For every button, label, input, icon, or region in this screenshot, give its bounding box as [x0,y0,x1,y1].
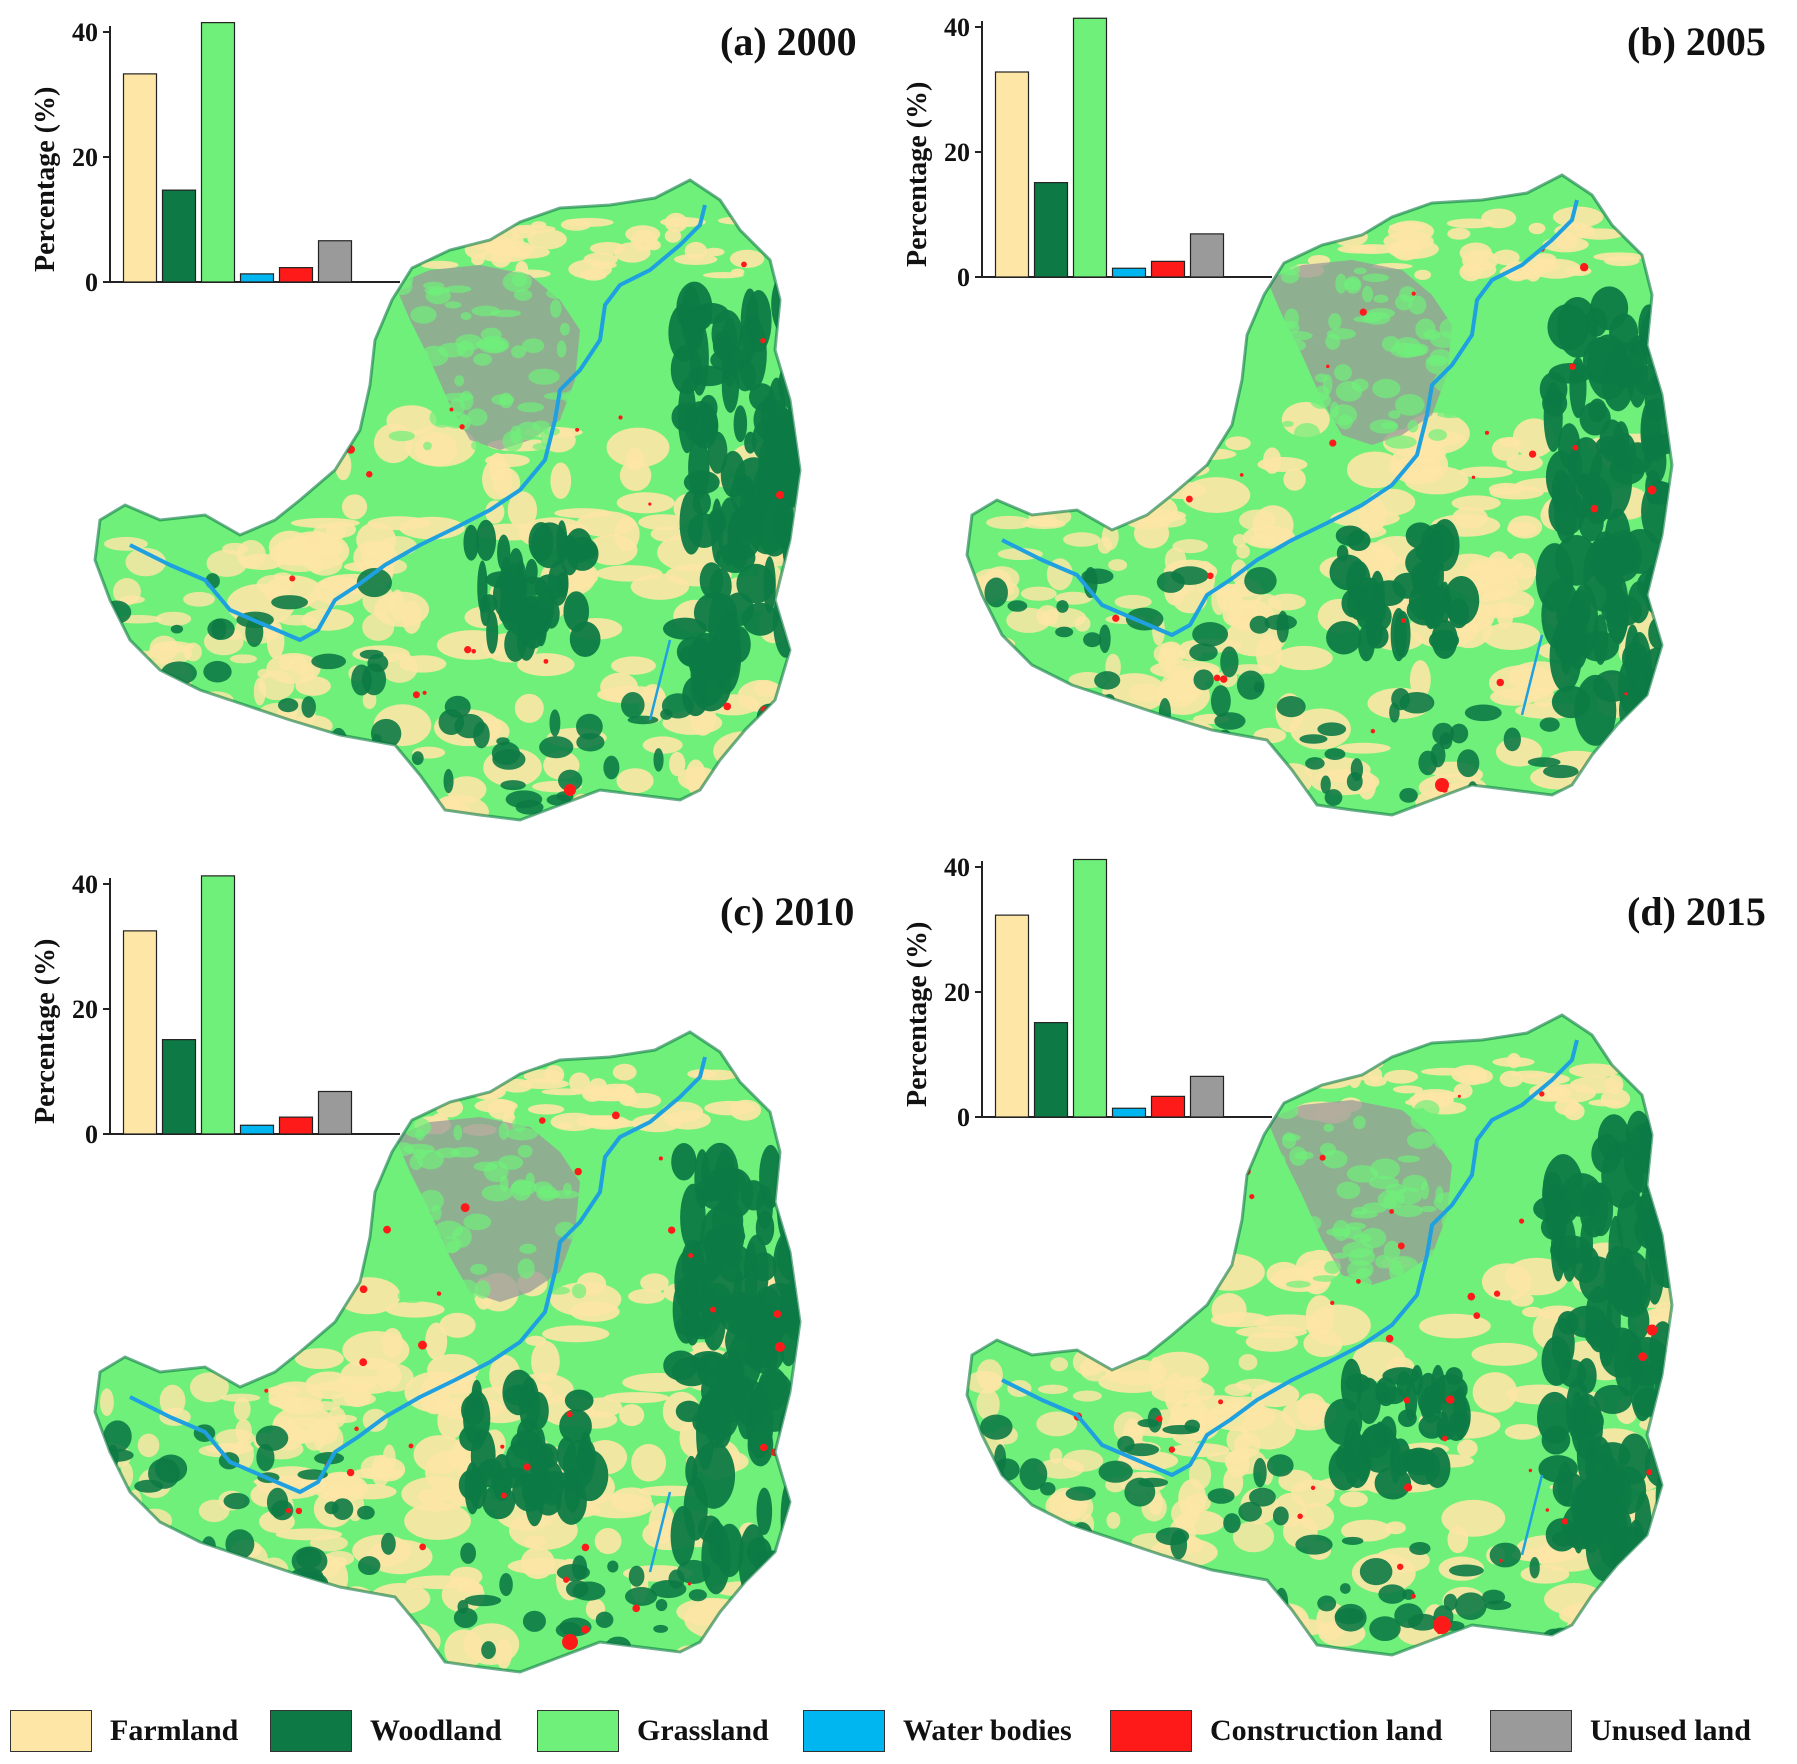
panel-a: (a) 2000 0 20 40 Percentage (%) [0,0,880,848]
river [1520,1474,1544,1556]
y-tick-label: 0 [957,263,970,292]
bar-farmland [122,73,158,283]
legend-label: Farmland [110,1714,239,1747]
bar-grassland [1072,858,1108,1118]
panel-title: (b) 2005 [1627,19,1766,64]
land-use-map [965,1013,1674,1657]
y-tick-label: 0 [85,268,98,297]
bar-woodland [161,1039,197,1135]
river [129,204,707,642]
bar-unused-land [317,240,353,283]
land-use-patches [95,1063,800,1672]
legend-swatch [270,1710,352,1752]
panel-title: (c) 2010 [720,889,855,934]
y-axis-label: Percentage (%) [902,81,933,267]
bar-construction-land [1150,260,1186,278]
city-marker [775,1587,785,1597]
legend-swatch [803,1710,885,1752]
legend-label: Water bodies [903,1714,1072,1747]
city-marker [564,784,576,796]
city-marker [775,1342,785,1352]
panel-title: (d) 2015 [1627,889,1766,934]
legend-label: Unused land [1590,1714,1751,1747]
y-axis-label: Percentage (%) [902,921,933,1107]
river [1520,634,1544,716]
panel-title: (a) 2000 [720,19,857,64]
y-tick-label: 40 [944,13,970,42]
bar-unused-land [1189,1075,1225,1118]
city-marker [1433,1616,1451,1634]
y-tick-label: 0 [957,1103,970,1132]
percentage-bar-chart: 0 20 40 [72,870,400,1149]
river [1001,1039,1579,1477]
bar-water-bodies [239,273,275,283]
city-marker [562,1634,578,1650]
y-tick-label: 0 [85,1120,98,1149]
percentage-bar-chart: 0 20 40 [944,13,1272,292]
bar-woodland [1033,1022,1069,1118]
river [648,639,672,721]
bar-grassland [200,22,236,283]
bar-construction-land [278,1116,314,1135]
legend: Farmland Woodland Grassland Water bodies… [0,1700,1797,1764]
river [129,1056,707,1494]
land-use-patches [967,206,1672,815]
panel-c: (c) 2010 0 20 40 Percentage (%) [0,852,880,1700]
legend-label: Woodland [370,1714,502,1747]
y-tick-label: 20 [944,138,970,167]
city-marker [776,491,784,499]
land-use-map [965,173,1674,817]
city-marker [1647,485,1657,495]
river [1001,199,1579,637]
y-tick-label: 40 [72,18,98,47]
y-tick-label: 40 [944,853,970,882]
land-use-map [93,178,802,822]
panel-d: (d) 2015 0 20 40 Percentage (%) [872,835,1766,1683]
bar-farmland [994,914,1030,1118]
city-marker [776,736,784,744]
bar-grassland [200,875,236,1135]
y-tick-label: 20 [72,143,98,172]
city-marker [1647,730,1657,740]
city-marker [1435,778,1449,792]
y-tick-label: 20 [944,978,970,1007]
legend-label: Grassland [637,1714,769,1747]
bar-unused-land [317,1090,353,1135]
bar-woodland [1033,182,1069,278]
y-tick-label: 20 [72,995,98,1024]
land-use-patches [967,1050,1672,1655]
y-tick-label: 40 [72,870,98,899]
bar-grassland [1072,17,1108,278]
bar-construction-land [1150,1095,1186,1118]
bar-farmland [122,930,158,1135]
legend-label: Construction land [1210,1714,1443,1747]
bar-construction-land [278,267,314,283]
bar-woodland [161,189,197,283]
legend-swatch [1490,1710,1572,1752]
percentage-bar-chart: 0 20 40 [944,853,1272,1132]
bar-unused-land [1189,233,1225,278]
river [648,1491,672,1573]
panel-b: (b) 2005 0 20 40 Percentage (%) [872,0,1766,843]
city-marker [1646,1324,1658,1336]
legend-swatch [1110,1710,1192,1752]
bar-water-bodies [239,1124,275,1135]
bar-water-bodies [1111,1107,1147,1118]
y-axis-label: Percentage (%) [30,938,61,1124]
region-grassland-base [967,175,1672,815]
bar-water-bodies [1111,267,1147,278]
legend-swatch [10,1710,92,1752]
bar-farmland [994,71,1030,278]
city-marker [1646,1569,1658,1581]
land-use-map [93,1030,802,1674]
legend-swatch [537,1710,619,1752]
y-axis-label: Percentage (%) [30,86,61,272]
percentage-bar-chart: 0 20 40 [72,18,400,297]
